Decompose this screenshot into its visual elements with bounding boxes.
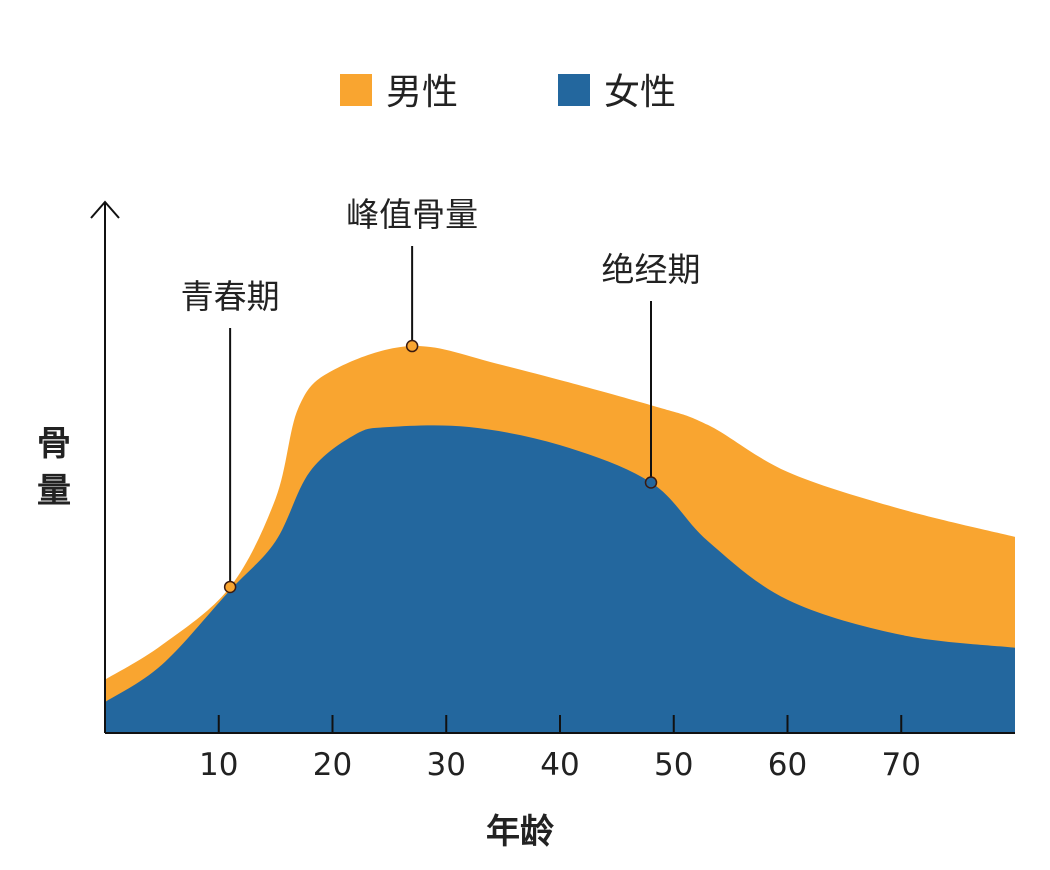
y-axis-label-2: 量 [37, 471, 71, 511]
annotation-label: 峰值骨量 [346, 195, 478, 234]
x-tick-label: 30 [427, 747, 466, 783]
legend-swatch [558, 74, 590, 106]
annotation-marker [223, 580, 237, 594]
y-axis-arrow-icon [90, 200, 120, 219]
x-axis-label: 年龄 [486, 812, 554, 852]
legend-label: 男性 [386, 72, 458, 113]
area-female [105, 425, 1015, 733]
x-tick-label: 20 [313, 747, 352, 783]
annotation-marker [644, 476, 658, 489]
x-tick-label: 50 [654, 747, 693, 783]
x-tick-label: 70 [882, 747, 921, 783]
x-tick-label: 60 [768, 747, 807, 783]
legend-swatch [340, 74, 372, 106]
annotation-marker [405, 339, 419, 353]
x-tick-label: 40 [540, 747, 579, 783]
x-tick-label: 10 [199, 747, 238, 783]
y-axis-label: 骨 [37, 424, 71, 464]
annotation-label: 绝经期 [602, 250, 701, 289]
legend-label: 女性 [604, 72, 676, 113]
annotation-label: 青春期 [181, 277, 280, 316]
